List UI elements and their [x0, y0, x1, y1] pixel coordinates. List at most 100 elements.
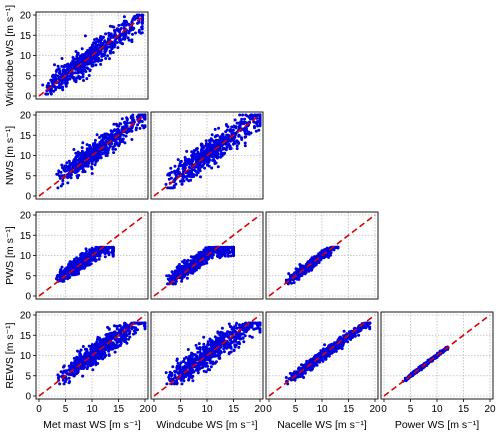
data-point: [132, 118, 136, 122]
panel-2-2: [265, 211, 379, 300]
data-point: [75, 61, 79, 65]
data-point: [243, 141, 247, 145]
data-point: [115, 27, 119, 31]
data-point: [93, 256, 97, 260]
data-point: [80, 355, 84, 359]
data-point: [53, 77, 57, 81]
data-point: [190, 259, 194, 263]
data-point: [202, 252, 206, 256]
data-point: [56, 64, 60, 68]
data-point: [226, 125, 230, 129]
data-point: [243, 144, 247, 148]
data-point: [87, 49, 91, 53]
data-point: [224, 123, 228, 126]
data-point: [253, 126, 256, 130]
data-point: [125, 341, 129, 345]
data-point: [96, 349, 100, 353]
data-point: [206, 163, 209, 167]
data-point: [240, 117, 244, 121]
data-point: [45, 84, 49, 88]
data-point: [92, 148, 96, 151]
data-point: [170, 274, 174, 278]
data-point: [61, 85, 65, 89]
data-point: [235, 139, 239, 143]
data-point: [130, 19, 134, 23]
panel-1-1: [150, 111, 264, 200]
data-point: [177, 263, 181, 266]
data-point: [93, 138, 97, 142]
data-point: [101, 148, 105, 152]
data-point: [204, 255, 208, 259]
data-point: [116, 127, 120, 131]
data-point: [311, 262, 315, 266]
data-point: [57, 67, 61, 71]
data-point: [170, 176, 173, 180]
data-point: [183, 267, 186, 271]
data-point: [115, 327, 119, 331]
data-point: [256, 120, 259, 123]
data-point: [96, 158, 99, 162]
data-point: [197, 154, 201, 157]
data-point: [195, 173, 199, 177]
reference-line: [268, 214, 376, 297]
data-point: [241, 113, 245, 117]
data-point: [136, 123, 140, 127]
data-point: [88, 156, 92, 159]
data-point: [235, 144, 239, 148]
data-point: [66, 173, 70, 177]
data-point: [81, 141, 85, 145]
data-point: [65, 161, 69, 165]
data-point: [68, 267, 71, 271]
data-point: [41, 83, 45, 87]
data-point: [143, 117, 147, 121]
data-point: [78, 358, 82, 362]
data-point: [65, 269, 69, 273]
y-tick-label: 20: [20, 211, 32, 222]
data-point: [57, 375, 61, 378]
data-point: [89, 46, 93, 50]
data-point: [218, 147, 221, 151]
data-point: [67, 74, 71, 78]
data-point: [120, 138, 124, 142]
data-point: [140, 27, 144, 31]
data-point: [98, 253, 102, 257]
data-point: [70, 75, 73, 79]
data-point: [130, 114, 134, 118]
data-point: [103, 136, 107, 140]
data-point: [232, 124, 236, 128]
data-point: [92, 249, 96, 253]
data-point: [108, 145, 112, 148]
data-point: [85, 77, 89, 81]
data-point: [104, 146, 108, 150]
data-point: [81, 158, 85, 162]
data-point: [207, 254, 211, 258]
data-point: [53, 63, 56, 67]
data-point: [102, 40, 106, 44]
data-point: [67, 159, 71, 163]
data-point: [120, 117, 124, 121]
reference-line: [153, 214, 261, 297]
data-point: [190, 267, 194, 271]
data-point: [127, 31, 131, 35]
data-point: [100, 58, 104, 62]
data-point: [226, 247, 230, 251]
data-point: [56, 274, 60, 278]
data-point: [62, 365, 65, 369]
data-point: [52, 85, 56, 89]
data-point: [74, 151, 78, 155]
data-point: [201, 254, 205, 258]
data-point: [207, 160, 211, 163]
data-point: [111, 147, 115, 151]
data-point: [136, 328, 139, 332]
data-point: [98, 36, 102, 40]
data-point: [229, 245, 233, 249]
data-point: [109, 132, 113, 136]
data-point: [198, 263, 202, 266]
data-point: [233, 118, 237, 122]
data-point: [194, 258, 198, 262]
data-point: [228, 128, 232, 132]
data-point: [116, 46, 120, 50]
data-point: [253, 120, 256, 124]
data-point: [167, 274, 171, 278]
data-point: [91, 142, 95, 146]
